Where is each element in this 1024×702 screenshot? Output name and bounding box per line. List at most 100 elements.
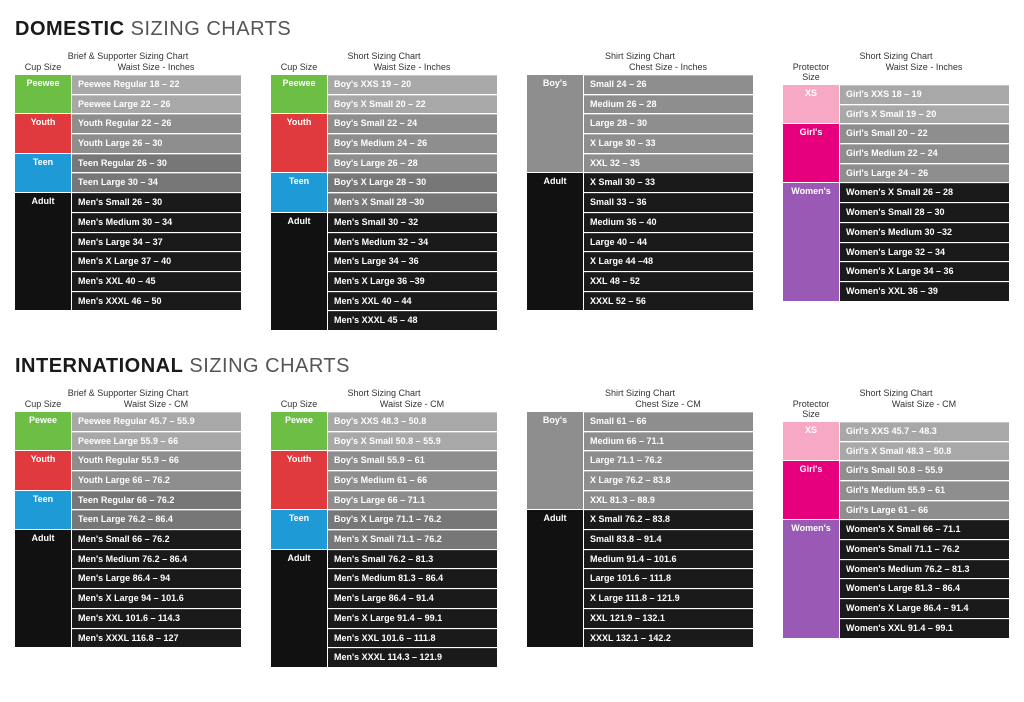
size-row: Small 33 – 36 [584, 193, 753, 212]
chart-headers: Cup SizeWaist Size - Inches [271, 62, 497, 72]
size-row: Men's Medium 81.3 – 86.4 [328, 569, 497, 588]
sizing-chart: Shirt Sizing ChartChest Size - InchesBoy… [527, 51, 753, 330]
group-rows: Youth Regular 22 – 26Youth Large 26 – 30 [72, 114, 241, 152]
chart-headers: Protector SizeWaist Size - Inches [783, 62, 1009, 82]
chart-body: PeweeBoy's XXS 48.3 – 50.8Boy's X Small … [271, 412, 497, 667]
size-row: Women's Small 71.1 – 76.2 [840, 540, 1009, 559]
chart-group: AdultMen's Small 66 – 76.2Men's Medium 7… [15, 530, 241, 647]
chart-col2: Waist Size - CM [71, 399, 241, 409]
size-row: Boy's XXS 19 – 20 [328, 75, 497, 94]
chart-group: TeenTeen Regular 66 – 76.2Teen Large 76.… [15, 491, 241, 529]
group-label: Adult [15, 530, 71, 647]
size-row: Peewee Large 22 – 26 [72, 95, 241, 114]
group-label: Boy's [527, 75, 583, 172]
group-rows: Teen Regular 26 – 30Teen Large 30 – 34 [72, 154, 241, 192]
size-row: Girl's Medium 55.9 – 61 [840, 481, 1009, 500]
group-rows: Women's X Small 66 – 71.1Women's Small 7… [840, 520, 1009, 637]
group-label: Women's [783, 183, 839, 300]
size-row: Teen Large 76.2 – 86.4 [72, 510, 241, 529]
group-rows: Youth Regular 55.9 – 66Youth Large 66 – … [72, 451, 241, 489]
size-row: X Large 30 – 33 [584, 134, 753, 153]
group-label: Pewee [15, 412, 71, 450]
chart-headers: Chest Size - Inches [527, 62, 753, 72]
size-row: XXL 121.9 – 132.1 [584, 609, 753, 628]
size-row: Girl's Large 24 – 26 [840, 164, 1009, 183]
chart-body: Boy'sSmall 61 – 66Medium 66 – 71.1Large … [527, 412, 753, 647]
size-row: Men's X Small 71.1 – 76.2 [328, 530, 497, 549]
domestic-title-bold: DOMESTIC [15, 18, 125, 40]
size-row: Men's Small 30 – 32 [328, 213, 497, 232]
size-row: Peewee Regular 45.7 – 55.9 [72, 412, 241, 431]
chart-group: Girl'sGirl's Small 20 – 22Girl's Medium … [783, 124, 1009, 182]
size-row: Boy's X Small 20 – 22 [328, 95, 497, 114]
size-row: Men's Medium 76.2 – 86.4 [72, 550, 241, 569]
size-row: Peewee Large 55.9 – 66 [72, 432, 241, 451]
international-title-bold: INTERNATIONAL [15, 355, 183, 377]
size-row: Boy's X Small 50.8 – 55.9 [328, 432, 497, 451]
group-rows: Women's X Small 26 – 28Women's Small 28 … [840, 183, 1009, 300]
chart-headers: Cup SizeWaist Size - CM [271, 399, 497, 409]
group-label: Adult [271, 213, 327, 330]
group-rows: Men's Small 76.2 – 81.3Men's Medium 81.3… [328, 550, 497, 667]
size-row: Girl's Small 20 – 22 [840, 124, 1009, 143]
chart-group: Women'sWomen's X Small 26 – 28Women's Sm… [783, 183, 1009, 300]
size-row: Girl's Large 61 – 66 [840, 501, 1009, 520]
chart-group: PeweePeewee Regular 45.7 – 55.9Peewee La… [15, 412, 241, 450]
size-row: XXL 81.3 – 88.9 [584, 491, 753, 510]
size-row: Men's XXXL 116.8 – 127 [72, 629, 241, 648]
group-label: Teen [15, 154, 71, 192]
group-rows: Girl's XXS 45.7 – 48.3Girl's X Small 48.… [840, 422, 1009, 460]
group-label: Youth [271, 114, 327, 172]
size-row: Youth Large 26 – 30 [72, 134, 241, 153]
chart-col2: Waist Size - CM [327, 399, 497, 409]
chart-group: AdultMen's Small 26 – 30Men's Medium 30 … [15, 193, 241, 310]
chart-group: YouthYouth Regular 55.9 – 66Youth Large … [15, 451, 241, 489]
size-row: Women's X Large 34 – 36 [840, 262, 1009, 281]
group-label: Pewee [271, 412, 327, 450]
chart-group: PeeweeBoy's XXS 19 – 20Boy's X Small 20 … [271, 75, 497, 113]
group-rows: Boy's Small 22 – 24Boy's Medium 24 – 26B… [328, 114, 497, 172]
chart-group: AdultX Small 76.2 – 83.8Small 83.8 – 91.… [527, 510, 753, 647]
chart-col1: Cup Size [271, 399, 327, 409]
group-label: Youth [15, 451, 71, 489]
size-row: Boy's X Large 71.1 – 76.2 [328, 510, 497, 529]
chart-col2: Chest Size - Inches [583, 62, 753, 72]
group-label: Adult [527, 510, 583, 647]
chart-col2: Waist Size - Inches [839, 62, 1009, 82]
size-row: Boy's Medium 24 – 26 [328, 134, 497, 153]
size-row: Small 83.8 – 91.4 [584, 530, 753, 549]
group-rows: Girl's XXS 18 – 19Girl's X Small 19 – 20 [840, 85, 1009, 123]
size-row: Men's XXL 40 – 44 [328, 292, 497, 311]
group-rows: Boy's XXS 48.3 – 50.8Boy's X Small 50.8 … [328, 412, 497, 450]
sizing-chart: Short Sizing ChartCup SizeWaist Size - I… [271, 51, 497, 330]
domestic-title: DOMESTIC SIZING CHARTS [15, 18, 1009, 41]
group-label: Youth [15, 114, 71, 152]
size-row: Boy's Small 55.9 – 61 [328, 451, 497, 470]
size-row: Men's XXXL 46 – 50 [72, 292, 241, 311]
chart-col1 [527, 399, 583, 409]
size-row: XXL 48 – 52 [584, 272, 753, 291]
chart-group: YouthBoy's Small 55.9 – 61Boy's Medium 6… [271, 451, 497, 509]
group-rows: Men's Small 26 – 30Men's Medium 30 – 34M… [72, 193, 241, 310]
group-label: Peewee [271, 75, 327, 113]
size-row: Girl's Small 50.8 – 55.9 [840, 461, 1009, 480]
size-row: Medium 66 – 71.1 [584, 432, 753, 451]
chart-body: XSGirl's XXS 45.7 – 48.3Girl's X Small 4… [783, 422, 1009, 638]
size-row: Medium 26 – 28 [584, 95, 753, 114]
size-row: Men's Large 34 – 37 [72, 233, 241, 252]
group-label: Teen [271, 510, 327, 548]
size-row: Boy's Small 22 – 24 [328, 114, 497, 133]
chart-group: Boy'sSmall 61 – 66Medium 66 – 71.1Large … [527, 412, 753, 509]
size-row: Boy's Large 66 – 71.1 [328, 491, 497, 510]
size-row: Men's XXL 101.6 – 111.8 [328, 629, 497, 648]
chart-col1: Cup Size [15, 399, 71, 409]
size-row: Medium 36 – 40 [584, 213, 753, 232]
size-row: Men's Large 86.4 – 94 [72, 569, 241, 588]
size-row: Men's X Large 94 – 101.6 [72, 589, 241, 608]
size-row: Women's X Small 26 – 28 [840, 183, 1009, 202]
chart-title: Brief & Supporter Sizing Chart [15, 388, 241, 398]
chart-col1 [527, 62, 583, 72]
size-row: Youth Regular 55.9 – 66 [72, 451, 241, 470]
size-row: Girl's XXS 18 – 19 [840, 85, 1009, 104]
chart-body: PeeweePeewee Regular 18 – 22Peewee Large… [15, 75, 241, 310]
